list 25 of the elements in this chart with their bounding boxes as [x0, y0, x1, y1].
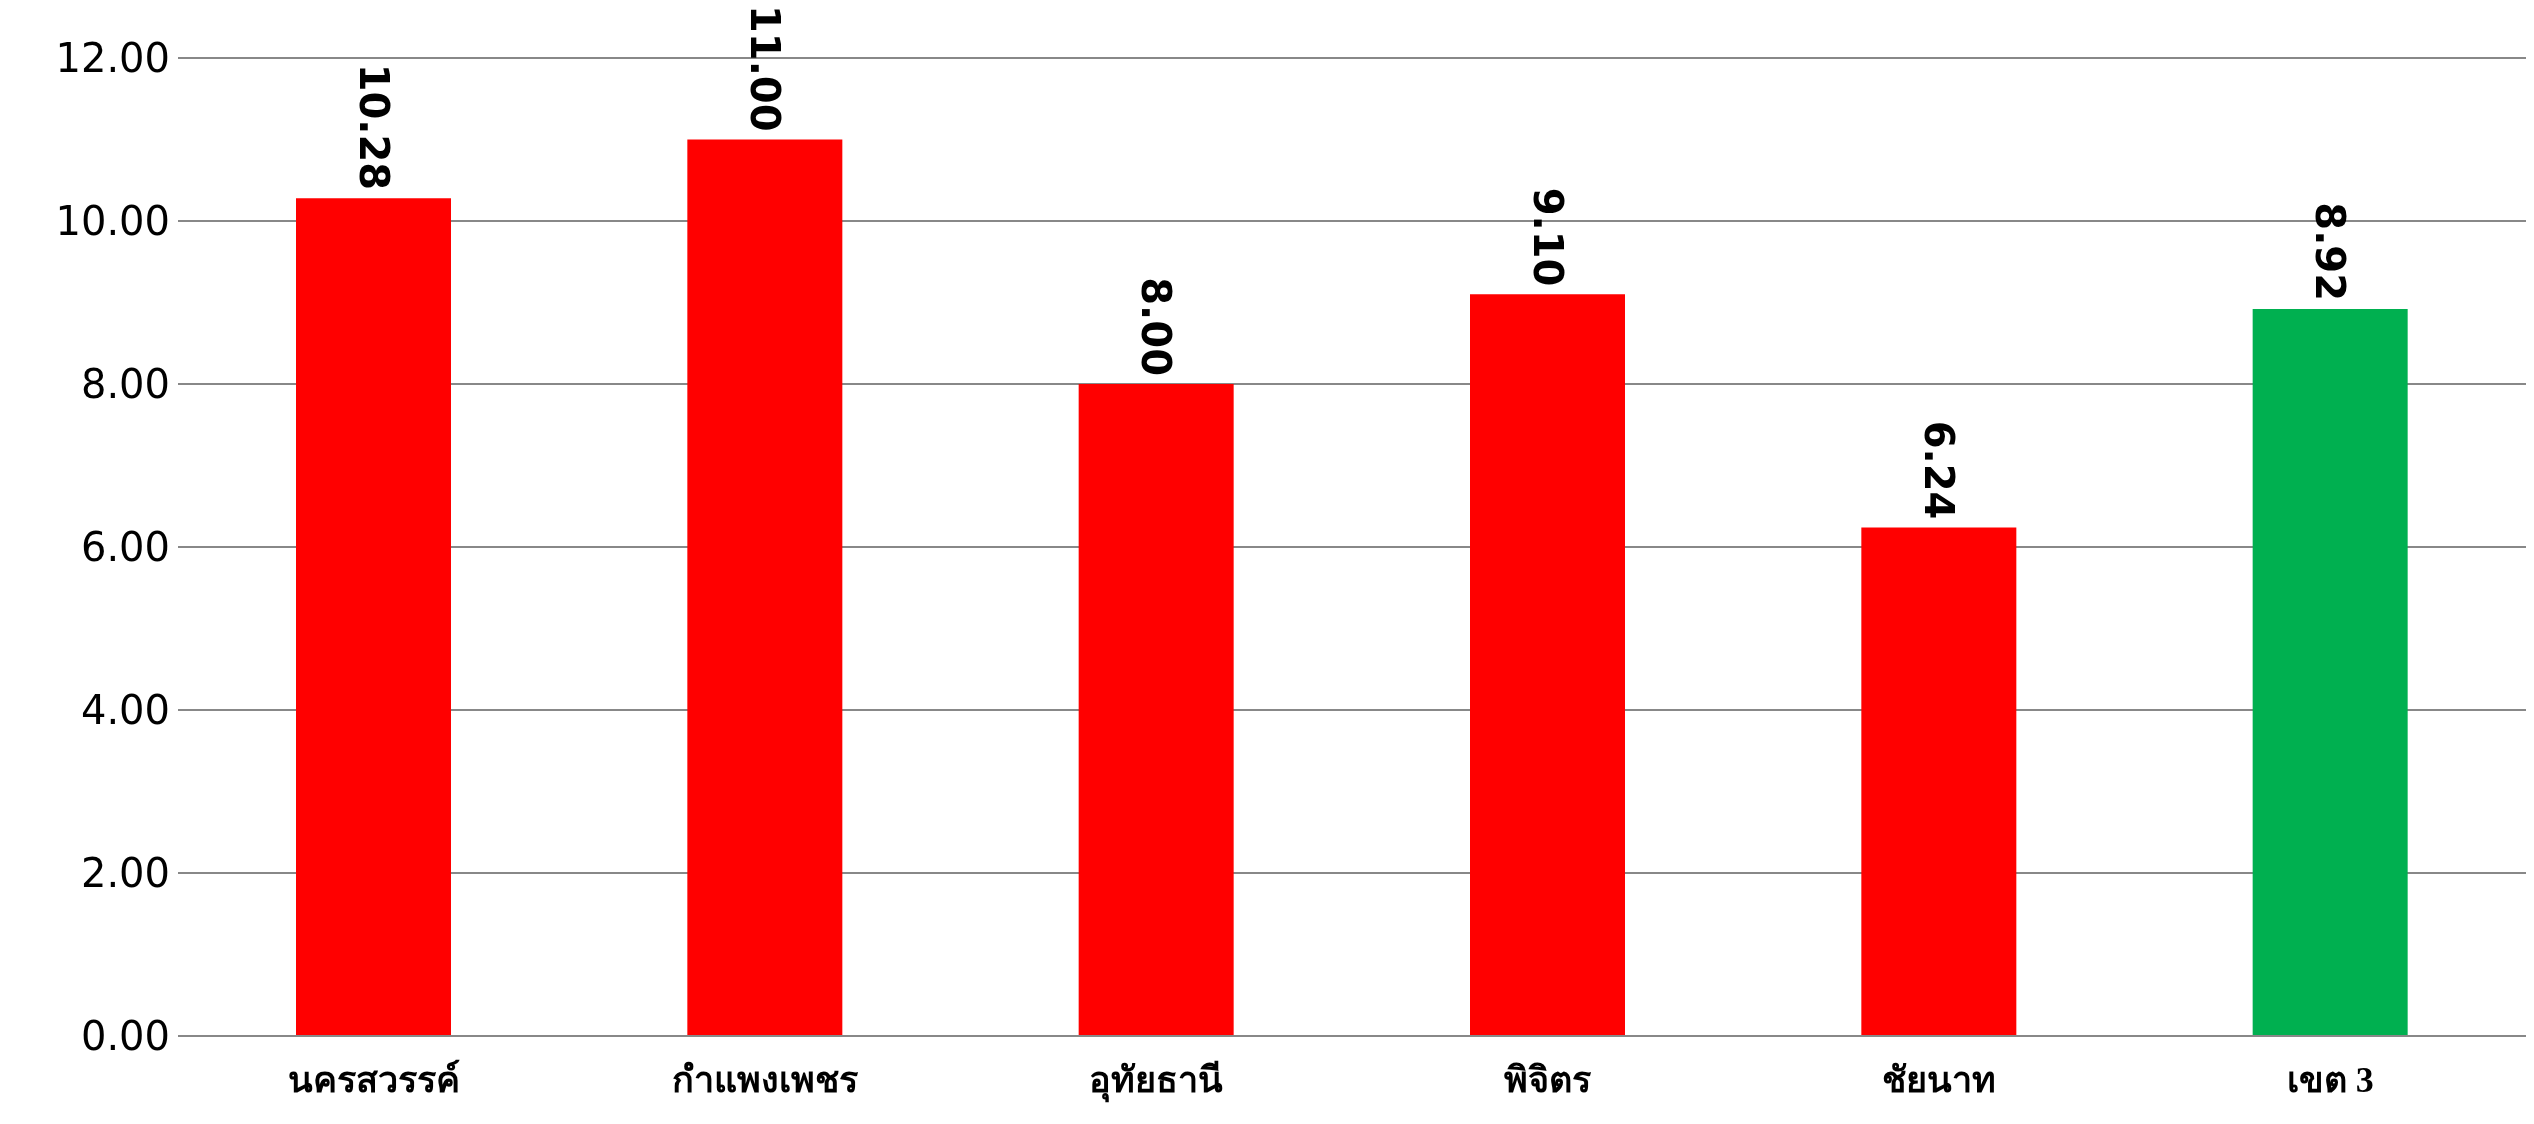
bar [1861, 527, 2017, 1036]
bar [1470, 294, 1625, 1036]
data-label: 8.00 [1133, 277, 1180, 376]
bar [296, 198, 451, 1036]
data-label: 9.10 [1524, 187, 1571, 287]
x-tick-label: ชัยนาท [1882, 1059, 1996, 1100]
bar [1078, 384, 1234, 1036]
y-tick-label: 0.00 [80, 1013, 170, 1060]
x-tick-label: กำแพงเพชร [672, 1059, 859, 1100]
bar [2252, 309, 2408, 1036]
y-tick-label: 6.00 [80, 524, 170, 571]
y-tick-label: 4.00 [80, 687, 170, 734]
y-tick-label: 12.00 [55, 35, 170, 82]
x-tick-label: พิจิตร [1504, 1059, 1593, 1100]
bar [687, 139, 843, 1036]
x-tick-label: เขต 3 [2286, 1059, 2374, 1100]
data-label: 6.24 [1915, 420, 1962, 520]
y-tick-label: 2.00 [80, 850, 170, 897]
x-tick-label: อุทัยธานี [1089, 1059, 1224, 1103]
data-label: 8.92 [2307, 202, 2354, 302]
x-tick-label: นครสวรรค์ [287, 1058, 460, 1100]
data-label: 10.28 [350, 63, 397, 191]
y-tick-label: 8.00 [80, 361, 170, 408]
data-label: 11.00 [741, 4, 788, 132]
y-tick-label: 10.00 [55, 198, 170, 245]
